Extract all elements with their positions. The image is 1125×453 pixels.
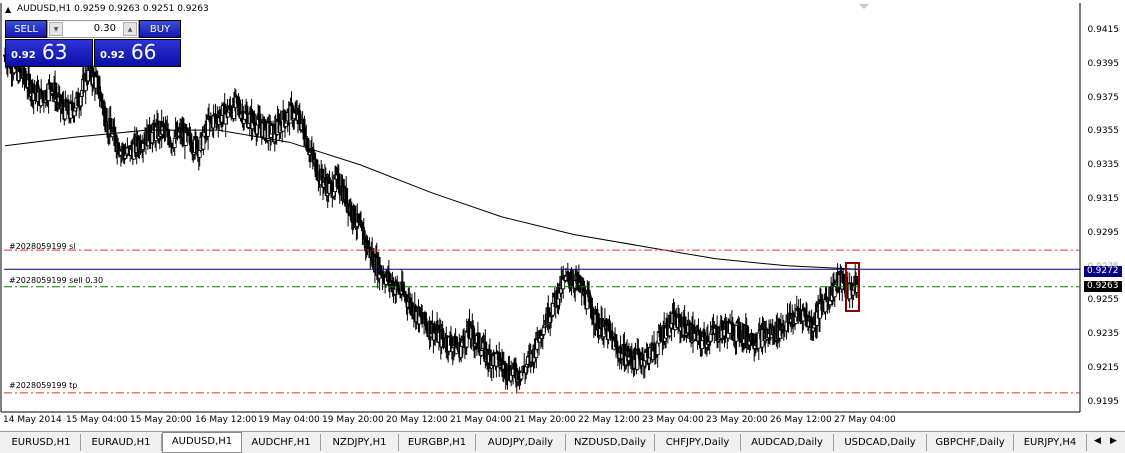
tab-audjpy-daily[interactable]: AUDJPY,Daily <box>476 434 566 451</box>
tab-eurjpy-h4[interactable]: EURJPY,H4 <box>1014 434 1087 451</box>
tab-scroll-left-icon[interactable]: ◀ <box>1094 436 1101 446</box>
buy-price-prefix: 0.92 <box>100 50 125 61</box>
time-tick: 14 May 2014 <box>3 415 62 425</box>
time-tick: 15 May 04:00 <box>66 415 128 425</box>
sell-price-box[interactable]: 0.92 63 <box>5 39 93 67</box>
price-tick: 0.9255 <box>1087 295 1120 305</box>
time-tick: 21 May 04:00 <box>450 415 512 425</box>
tp-label: #2028059199 tp <box>9 381 78 390</box>
candle-body <box>708 333 713 342</box>
lot-decrease-icon[interactable]: ▼ <box>49 22 63 36</box>
tab-euraud-h1[interactable]: EURAUD,H1 <box>81 434 162 451</box>
lot-increase-icon[interactable]: ▲ <box>123 22 137 36</box>
order-label: #2028059199 sell 0.30 <box>9 276 104 285</box>
bid-price-tag: 0.9263 <box>1084 281 1122 292</box>
ma-price-tag: 0.9272 <box>1084 266 1122 277</box>
time-tick: 22 May 12:00 <box>578 415 640 425</box>
buy-price-pips: 66 <box>131 40 157 64</box>
time-tick: 21 May 20:00 <box>514 415 576 425</box>
price-tick: 0.9315 <box>1087 194 1120 204</box>
tab-audusd-h1[interactable]: AUDUSD,H1 <box>162 432 242 453</box>
time-tick: 20 May 12:00 <box>386 415 448 425</box>
time-tick: 15 May 20:00 <box>130 415 192 425</box>
ohlc-values: 0.9259 0.9263 0.9251 0.9263 <box>74 4 209 14</box>
ohlc-header: AUDUSD,H1 0.9259 0.9263 0.9251 0.9263 <box>17 4 209 14</box>
candle-body <box>479 349 484 356</box>
candle-body <box>541 327 546 335</box>
tab-audcad-daily[interactable]: AUDCAD,Daily <box>741 434 834 451</box>
buy-button[interactable]: BUY <box>139 20 181 38</box>
sell-button[interactable]: SELL <box>5 20 47 38</box>
time-tick: 26 May 12:00 <box>770 415 832 425</box>
price-tick: 0.9235 <box>1087 329 1120 339</box>
lot-size-field[interactable]: ▼ 0.30 ▲ <box>47 20 139 38</box>
price-tick: 0.9335 <box>1087 160 1120 170</box>
price-tick: 0.9355 <box>1087 126 1120 136</box>
candle-body <box>282 110 287 120</box>
highlight-box <box>845 262 860 312</box>
tab-eurgbp-h1[interactable]: EURGBP,H1 <box>399 434 476 451</box>
time-tick: 23 May 04:00 <box>642 415 704 425</box>
tab-scroll-right-icon[interactable]: ▶ <box>1110 436 1117 446</box>
price-tick: 0.9395 <box>1087 59 1120 69</box>
chart-window[interactable]: ▲ AUDUSD,H1 0.9259 0.9263 0.9251 0.9263 … <box>0 0 1125 430</box>
lot-value: 0.30 <box>93 23 116 34</box>
price-tick: 0.9415 <box>1087 25 1120 35</box>
tab-nzdjpy-h1[interactable]: NZDJPY,H1 <box>321 434 399 451</box>
sell-price-pips: 63 <box>42 40 68 64</box>
tab-audchf-h1[interactable]: AUDCHF,H1 <box>242 434 321 451</box>
price-tick: 0.9215 <box>1087 363 1120 373</box>
tab-eurusd-h1[interactable]: EURUSD,H1 <box>2 434 81 451</box>
moving-average-line <box>4 129 859 270</box>
time-tick: 27 May 04:00 <box>834 415 896 425</box>
sl-label: #2028059199 sl <box>9 242 76 251</box>
buy-price-box[interactable]: 0.92 66 <box>94 39 181 67</box>
time-tick: 19 May 04:00 <box>258 415 320 425</box>
tab-usdcad-daily[interactable]: USDCAD,Daily <box>834 434 927 451</box>
price-chart[interactable] <box>0 0 1125 430</box>
time-tick: 23 May 20:00 <box>706 415 768 425</box>
time-tick: 19 May 20:00 <box>322 415 384 425</box>
price-tick: 0.9375 <box>1087 93 1120 103</box>
sell-price-prefix: 0.92 <box>11 50 36 61</box>
time-tick: 16 May 12:00 <box>195 415 257 425</box>
tab-chfjpy-daily[interactable]: CHFJPY,Daily <box>655 434 741 451</box>
price-tick: 0.9195 <box>1087 397 1120 407</box>
chart-tabs-bar: EURUSD,H1 EURAUD,H1 AUDUSD,H1 AUDCHF,H1 … <box>0 431 1125 453</box>
tab-gbpchf-daily[interactable]: GBPCHF,Daily <box>927 434 1014 451</box>
tab-nzdusd-daily[interactable]: NZDUSD,Daily <box>566 434 655 451</box>
candles-layer <box>3 47 860 394</box>
symbol-timeframe: AUDUSD,H1 <box>17 4 72 14</box>
collapse-arrow-icon[interactable]: ▲ <box>5 5 12 14</box>
candle-body <box>283 122 288 127</box>
price-tick: 0.9295 <box>1087 228 1120 238</box>
shift-marker-icon[interactable] <box>859 4 869 9</box>
